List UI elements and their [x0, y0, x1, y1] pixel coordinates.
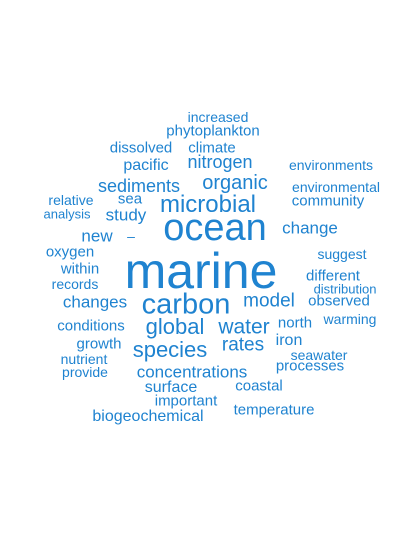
word: pacific: [123, 157, 169, 174]
word: nitrogen: [187, 152, 253, 172]
word: sea: [117, 190, 143, 208]
word: records: [51, 276, 99, 292]
word: distribution: [313, 281, 377, 297]
word: carbon: [141, 288, 231, 321]
word: different: [306, 267, 360, 285]
word: marine: [124, 243, 278, 299]
word: ocean: [163, 207, 267, 249]
word: change: [282, 218, 338, 238]
word: microbial: [159, 191, 257, 218]
word: warming: [323, 311, 377, 327]
word: organic: [202, 172, 268, 194]
word: conditions: [57, 317, 125, 335]
word: oxygen: [45, 243, 95, 261]
word: coastal: [235, 377, 283, 395]
word: water: [218, 315, 270, 339]
word: relative: [48, 192, 94, 208]
word: study: [105, 205, 147, 225]
word: concentrations: [136, 362, 248, 382]
word: provide: [62, 364, 108, 380]
word: –: [127, 228, 135, 244]
word: dissolved: [109, 139, 173, 157]
word: important: [154, 392, 218, 410]
word: suggest: [317, 246, 367, 262]
word: species: [132, 337, 208, 362]
word: climate: [188, 139, 236, 157]
word: within: [60, 260, 100, 278]
word: global: [145, 314, 205, 339]
word: surface: [144, 379, 198, 396]
word: nutrient: [60, 351, 108, 367]
word: observed: [308, 292, 370, 310]
word: seawater: [290, 347, 348, 363]
word: north: [277, 314, 313, 332]
word: iron: [275, 332, 303, 349]
word: temperature: [233, 401, 315, 419]
word: increased: [187, 109, 249, 125]
word: changes: [62, 292, 128, 312]
word: sediments: [97, 176, 181, 196]
word: analysis: [43, 206, 91, 222]
word: community: [291, 192, 365, 210]
word: model: [243, 290, 295, 312]
word: biogeochemical: [92, 408, 204, 425]
word: new: [81, 226, 113, 246]
word: rates: [221, 334, 265, 356]
word: growth: [76, 335, 122, 353]
word: processes: [275, 357, 345, 375]
word: phytoplankton: [166, 122, 260, 140]
word: environments: [288, 157, 374, 173]
word: environmental: [292, 179, 380, 195]
